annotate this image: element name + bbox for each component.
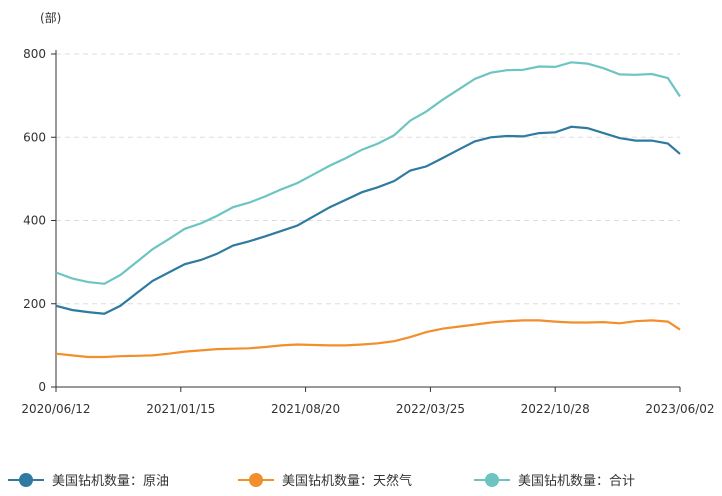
- x-tick-label: 2020/06/12: [21, 402, 90, 416]
- legend-marker: [485, 473, 499, 487]
- legend-marker: [249, 473, 263, 487]
- series-line: [55, 125, 681, 315]
- x-tick-label: 2022/03/25: [396, 402, 465, 416]
- x-tick-label: 2021/08/20: [271, 402, 340, 416]
- x-tick-label: 2021/01/15: [146, 402, 215, 416]
- y-tick-label: 800: [23, 47, 46, 61]
- legend-marker: [19, 473, 33, 487]
- y-axis-label: (部): [40, 10, 61, 25]
- series-line: [55, 319, 681, 359]
- legend-label: 美国钻机数量：原油: [52, 474, 169, 489]
- x-tick-label: 2022/10/28: [521, 402, 590, 416]
- series-line: [55, 61, 681, 285]
- x-tick-label: 2023/06/02: [645, 402, 714, 416]
- y-tick-label: 600: [23, 130, 46, 144]
- y-tick-label: 200: [23, 297, 46, 311]
- legend-label: 美国钻机数量：合计: [518, 474, 635, 489]
- legend-label: 美国钻机数量：天然气: [282, 473, 412, 489]
- y-tick-label: 0: [38, 380, 46, 394]
- y-tick-label: 400: [23, 214, 46, 228]
